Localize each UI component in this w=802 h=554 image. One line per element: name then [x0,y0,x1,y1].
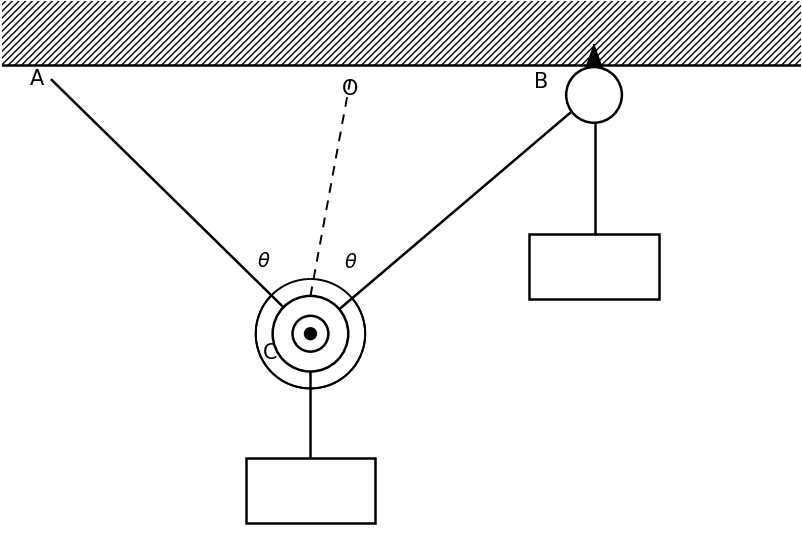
Text: $m_2$: $m_2$ [577,255,610,278]
Text: A: A [30,69,44,89]
Polygon shape [585,45,602,67]
Bar [529,234,658,299]
Circle shape [304,328,316,340]
Text: B: B [533,72,548,92]
Text: $\theta$: $\theta$ [257,252,270,271]
Bar [2,2,800,65]
Text: O: O [342,79,358,99]
Circle shape [292,316,328,352]
Text: $m_1$: $m_1$ [294,479,326,501]
Text: C: C [262,342,277,362]
Text: $\theta$: $\theta$ [343,253,357,273]
Bar [245,458,375,523]
Circle shape [565,67,621,123]
Circle shape [273,296,348,372]
